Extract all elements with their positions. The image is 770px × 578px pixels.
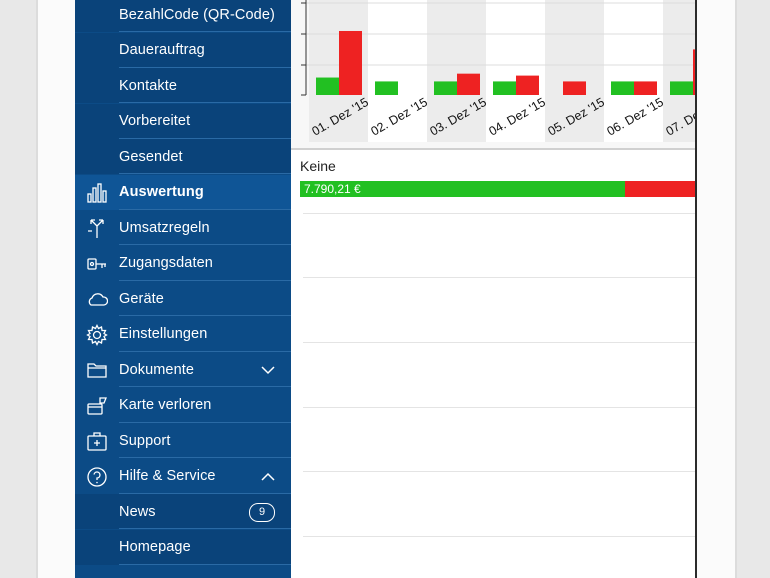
sidebar-item-vorbereitet[interactable]: Vorbereitet [75, 103, 291, 139]
cloud-icon [88, 293, 108, 306]
sidebar-divider [119, 137, 291, 139]
chart-column-background [663, 0, 696, 142]
sidebar-divider [119, 279, 291, 281]
list-divider [303, 213, 696, 214]
sidebar-item-umsatzregeln[interactable]: Umsatzregeln [75, 210, 291, 245]
chart-bar-expense [634, 81, 657, 95]
sidebar-item-bezahlcode-qr-code[interactable]: BezahlCode (QR-Code) [75, 0, 291, 32]
first-aid-icon [87, 432, 107, 451]
sidebar-item-zugangsdaten[interactable]: Zugangsdaten [75, 246, 291, 281]
chart-bar-income [493, 81, 516, 95]
chart-column-background [604, 0, 663, 142]
sidebar-item-label: Support [119, 432, 171, 449]
sidebar-item-hilfe-service[interactable]: Hilfe & Service [75, 459, 291, 494]
sidebar-divider [119, 315, 291, 316]
chart-bar-expense [516, 75, 539, 95]
main-content: 01. Dez '15 02. Dez '15 03. Dez '15 04. Dez… [291, 0, 696, 578]
key-icon [87, 257, 106, 270]
chart-bar-expense [563, 81, 586, 95]
chevron-down-icon[interactable] [261, 363, 275, 377]
sidebar-item-label: Homepage [119, 539, 191, 555]
chart-bar-income [375, 81, 398, 95]
sidebar-item-dauerauftrag[interactable]: Dauerauftrag [75, 32, 291, 68]
card-lost-icon [87, 396, 107, 415]
sidebar-item-dokumente[interactable]: Dokumente [75, 352, 291, 387]
sidebar-divider [119, 102, 291, 103]
sidebar-item-support[interactable]: Support [75, 423, 291, 458]
sidebar-divider [119, 244, 291, 245]
chart-column-background [486, 0, 545, 142]
folder-icon [87, 363, 107, 378]
sidebar-item-karte-verloren[interactable]: Karte verloren [75, 388, 291, 423]
chart-bar-income [316, 77, 339, 95]
chart-column-background [368, 0, 427, 142]
sidebar-item-label: Zugangsdaten [119, 255, 213, 271]
chart-bar-income [434, 81, 457, 95]
sidebar-item-label: Auswertung [119, 184, 204, 200]
chart-column-background [545, 0, 604, 142]
sidebar-item-homepage[interactable]: Homepage [75, 529, 291, 565]
chart-bar-expense [339, 30, 362, 96]
news-count-badge: 9 [249, 503, 275, 522]
panel-edge [695, 0, 697, 578]
question-circle-icon [87, 466, 107, 487]
sidebar-divider [119, 31, 291, 32]
sidebar-item-label: Dauerauftrag [119, 42, 205, 58]
list-divider [303, 342, 696, 343]
sidebar-item-kontakte[interactable]: Kontakte [75, 68, 291, 103]
balance-bar-income [300, 181, 625, 197]
chart-bar-income [670, 81, 693, 95]
sidebar-divider [119, 563, 291, 565]
sidebar-menu: BezahlCode (QR-Code) Dauerauftrag Kontakte… [75, 0, 291, 578]
sidebar-item-label: Umsatzregeln [119, 219, 210, 236]
chevron-up-icon[interactable] [261, 470, 275, 484]
sidebar-item-label: Hilfe & Service [119, 468, 216, 484]
balance-amount: 7.790,21 € [304, 182, 361, 196]
sidebar-item-label: Kontakte [119, 77, 178, 94]
sidebar-divider [119, 421, 291, 423]
list-divider [303, 277, 696, 278]
sidebar-item-geräte[interactable]: Geräte [75, 281, 291, 316]
sidebar-divider [119, 386, 291, 387]
list-divider [303, 407, 696, 408]
balance-bar[interactable]: 7.790,21 € [300, 181, 696, 197]
sidebar-item-label: News [119, 503, 156, 520]
sidebar-item-label: Geräte [119, 290, 164, 307]
sidebar-item-label: Dokumente [119, 361, 195, 378]
list-divider [303, 536, 696, 537]
sidebar-divider [119, 350, 291, 352]
chart-bar-expense [457, 73, 480, 95]
category-label: Keine [300, 158, 336, 174]
sidebar-divider [119, 208, 291, 210]
chart-bar-expense [693, 49, 696, 95]
sidebar-item-news[interactable]: News 9 [75, 494, 291, 529]
sidebar-item-auswertung[interactable]: Auswertung [75, 174, 291, 210]
sidebar-item-label: BezahlCode (QR-Code) [119, 6, 275, 23]
chart-bar-income [611, 81, 634, 95]
daily-bar-chart: 01. Dez '15 02. Dez '15 03. Dez '15 04. Dez… [291, 0, 696, 150]
gear-icon [86, 323, 108, 346]
arrows-split-icon [88, 219, 104, 238]
sidebar-item-einstellungen[interactable]: Einstellungen [75, 317, 291, 352]
sidebar-divider [119, 528, 291, 529]
sidebar-item-label: Karte verloren [119, 397, 212, 413]
sidebar-divider [119, 66, 291, 68]
sidebar-divider [119, 457, 291, 458]
sidebar-item-label: Vorbereitet [119, 113, 191, 129]
sidebar-item-gesendet[interactable]: Gesendet [75, 139, 291, 174]
sidebar-divider [119, 173, 291, 174]
sidebar-item-label: Einstellungen [119, 326, 208, 342]
list-divider [303, 471, 696, 472]
chart-column-background [427, 0, 486, 142]
sidebar-item-label: Gesendet [119, 148, 183, 165]
sidebar-divider [119, 492, 291, 494]
bar-chart-icon [87, 182, 107, 203]
